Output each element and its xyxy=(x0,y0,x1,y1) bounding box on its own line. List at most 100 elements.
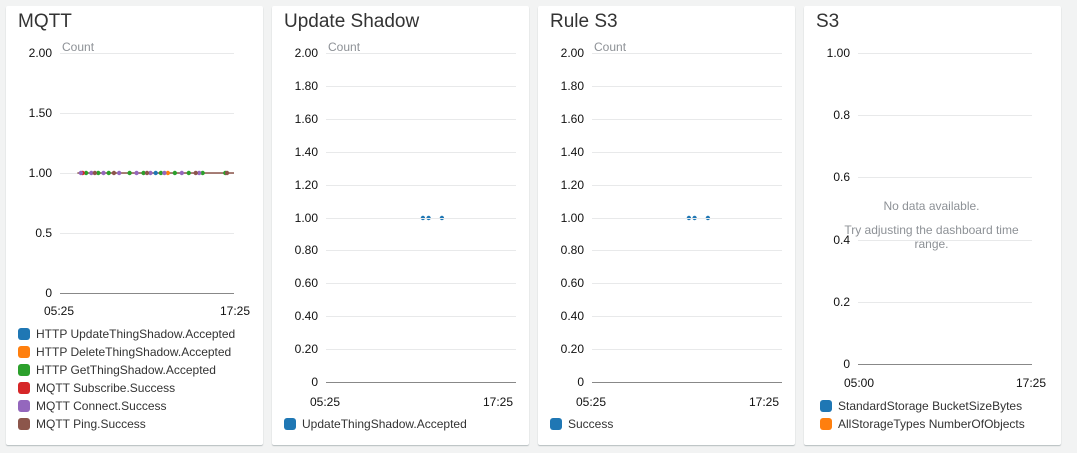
data-point[interactable] xyxy=(179,170,184,176)
legend-item[interactable]: HTTP UpdateThingShadow.Accepted xyxy=(18,325,235,343)
legend-swatch xyxy=(18,364,30,376)
legend-item[interactable]: MQTT Ping.Success xyxy=(18,415,235,433)
data-point[interactable] xyxy=(92,170,97,176)
gridline xyxy=(592,349,782,351)
gridline xyxy=(326,151,516,153)
widget-title[interactable]: Rule S3 xyxy=(550,11,618,32)
gridline xyxy=(858,301,1032,303)
data-point[interactable] xyxy=(78,170,84,176)
x-tick-label: 17:25 xyxy=(220,304,251,318)
widget-title[interactable]: Update Shadow xyxy=(284,11,420,32)
legend-label: Success xyxy=(568,417,614,431)
y-tick-label: 1.00 xyxy=(28,166,52,180)
y-tick-label: 1.40 xyxy=(560,144,584,159)
data-point[interactable] xyxy=(141,170,146,176)
gridline xyxy=(60,233,234,234)
y-tick-label: 1.60 xyxy=(294,111,318,126)
y-tick-label: 1.00 xyxy=(826,46,850,60)
legend-item[interactable]: MQTT Subscribe.Success xyxy=(18,379,235,397)
y-tick-label: 0.5 xyxy=(35,226,52,240)
gridline xyxy=(858,239,1032,241)
mqtt-plot-area[interactable] xyxy=(60,53,234,293)
data-point[interactable] xyxy=(162,170,167,176)
gridline xyxy=(592,85,782,87)
legend-item[interactable]: AllStorageTypes NumberOfObjects xyxy=(820,415,1025,433)
data-point[interactable] xyxy=(197,170,202,176)
chart-legend: StandardStorage BucketSizeBytes AllStora… xyxy=(820,397,1025,433)
gridline xyxy=(326,217,516,219)
y-tick-label: 0.60 xyxy=(294,276,318,291)
gridline xyxy=(326,85,516,87)
data-point[interactable] xyxy=(111,170,117,176)
x-axis-line xyxy=(858,364,1032,365)
rule-s3-plot-area[interactable] xyxy=(592,53,782,383)
y-axis-unit: Count xyxy=(62,40,95,54)
gridline xyxy=(60,53,234,54)
legend-label: MQTT Ping.Success xyxy=(36,417,146,431)
legend-item[interactable]: HTTP DeleteThingShadow.Accepted xyxy=(18,343,235,361)
x-tick-label: 05:00 xyxy=(844,376,875,390)
x-tick-label: 17:25 xyxy=(483,395,514,409)
data-point[interactable] xyxy=(153,170,158,176)
data-point[interactable] xyxy=(193,170,198,176)
y-tick-label: 2.00 xyxy=(28,46,52,60)
y-tick-label: 0.8 xyxy=(833,108,850,123)
legend-item[interactable]: Success xyxy=(550,415,613,433)
data-point[interactable] xyxy=(144,170,150,176)
data-point[interactable] xyxy=(172,170,178,176)
widget-update-shadow: Update Shadow Count 05:25 17:25 UpdateTh… xyxy=(272,6,529,445)
legend-item[interactable]: HTTP GetThingShadow.Accepted xyxy=(18,361,235,379)
data-point[interactable] xyxy=(83,170,89,176)
x-tick-label: 17:25 xyxy=(749,395,780,409)
gridline xyxy=(326,316,516,318)
y-tick-label: 1.40 xyxy=(294,144,318,159)
data-point[interactable] xyxy=(96,170,101,176)
data-point[interactable] xyxy=(101,170,106,176)
widget-title[interactable]: MQTT xyxy=(18,11,72,32)
gridline xyxy=(326,349,516,351)
y-tick-label: 0 xyxy=(45,286,52,300)
x-tick-label: 05:25 xyxy=(44,304,75,318)
widget-title[interactable]: S3 xyxy=(816,11,840,32)
data-point[interactable] xyxy=(89,170,94,176)
gridline xyxy=(326,283,516,285)
y-tick-label: 0 xyxy=(311,375,318,389)
gridline xyxy=(592,151,782,153)
legend-swatch xyxy=(18,418,30,430)
widget-mqtt: MQTT Count 2.00 1.50 1.00 0.5 0 05:25 17… xyxy=(6,6,263,445)
x-tick-label: 05:25 xyxy=(310,395,341,409)
data-point[interactable] xyxy=(165,170,171,176)
legend-label: HTTP DeleteThingShadow.Accepted xyxy=(36,345,232,359)
data-point[interactable] xyxy=(134,170,139,176)
legend-label: HTTP UpdateThingShadow.Accepted xyxy=(36,327,236,341)
legend-item[interactable]: StandardStorage BucketSizeBytes xyxy=(820,397,1025,415)
data-point[interactable] xyxy=(224,170,230,176)
data-point[interactable] xyxy=(186,170,191,176)
data-point[interactable] xyxy=(200,170,205,176)
data-point[interactable] xyxy=(116,170,122,176)
y-tick-label: 1.50 xyxy=(28,106,52,120)
gridline xyxy=(858,115,1032,117)
gridline xyxy=(858,177,1032,179)
legend-label: MQTT Connect.Success xyxy=(36,399,167,413)
data-point[interactable] xyxy=(158,170,164,176)
data-point[interactable] xyxy=(127,170,132,176)
widget-s3: S3 No data available. Try adjusting the … xyxy=(804,6,1061,445)
y-tick-label: 1.20 xyxy=(560,177,584,192)
y-tick-label: 0.20 xyxy=(294,342,318,357)
chart-legend: HTTP UpdateThingShadow.Accepted HTTP Del… xyxy=(18,325,235,433)
data-point[interactable] xyxy=(106,170,111,176)
y-tick-label: 0.80 xyxy=(294,243,318,258)
widget-rule-s3: Rule S3 Count 05:25 17:25 Success 2.00 1.… xyxy=(538,6,795,445)
x-axis-line xyxy=(326,382,516,383)
legend-item[interactable]: UpdateThingShadow.Accepted xyxy=(284,415,467,433)
gridline xyxy=(326,184,516,186)
legend-swatch xyxy=(18,346,30,358)
y-tick-label: 1.60 xyxy=(560,111,584,126)
legend-item[interactable]: MQTT Connect.Success xyxy=(18,397,235,415)
y-tick-label: 0.4 xyxy=(833,232,850,247)
legend-swatch xyxy=(820,400,832,412)
gridline xyxy=(60,113,234,114)
data-point[interactable] xyxy=(148,170,153,176)
legend-label: AllStorageTypes NumberOfObjects xyxy=(838,417,1025,431)
